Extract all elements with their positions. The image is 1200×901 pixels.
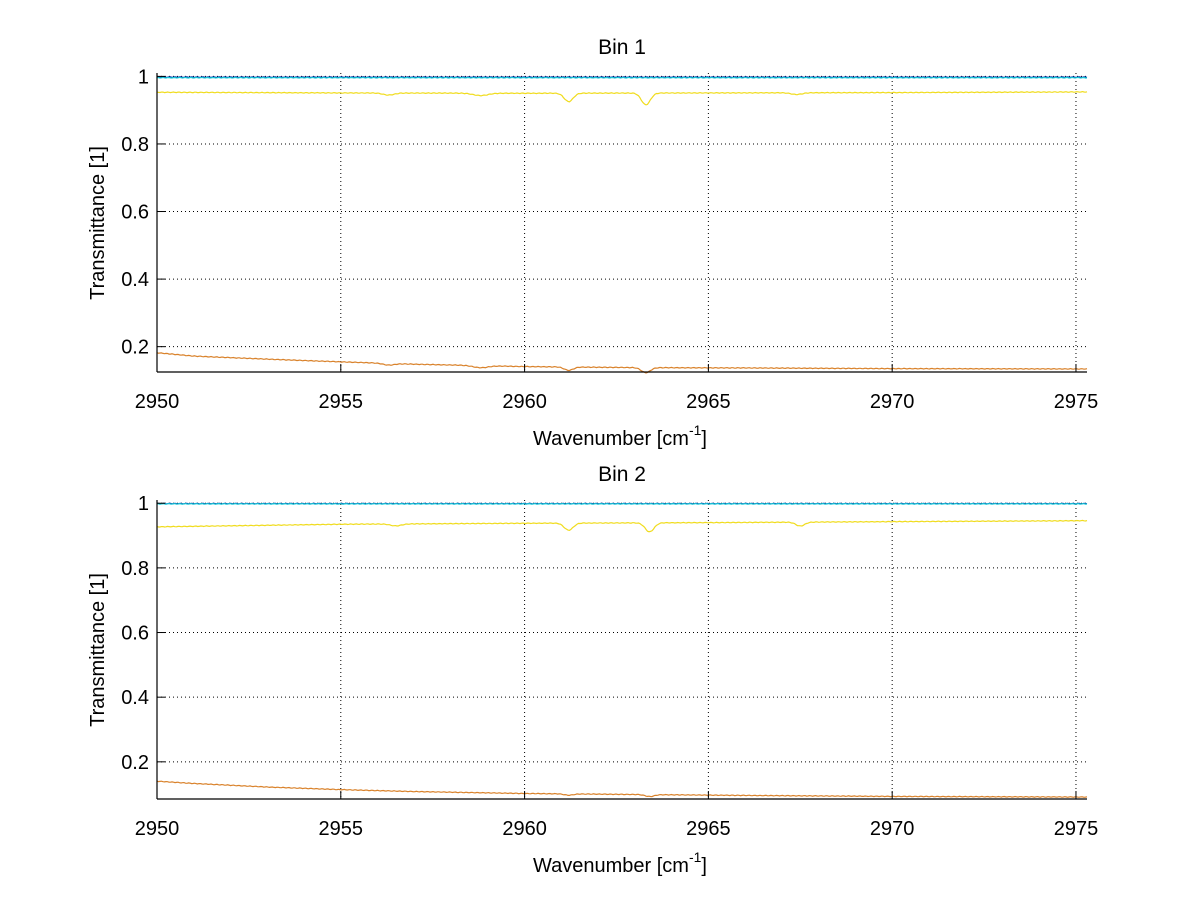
x-tick-label: 2970 — [870, 391, 915, 413]
y-tick-label: 1 — [138, 66, 149, 88]
x-axis-label: Wavenumber [cm-1] — [533, 422, 707, 450]
chart-bin-2: 2950 2955 2960 2965 2970 2975 0.2 0.4 0.6 0.8 1 Bin… — [87, 463, 1098, 877]
y-tick-label: 0.6 — [121, 202, 149, 224]
x-axis-label-superscript: -1 — [689, 849, 702, 865]
x-tick-label: 2960 — [502, 818, 547, 840]
y-axis-label: Transmittance [1] — [87, 146, 109, 300]
y-tick-label: 0.6 — [121, 623, 149, 645]
chart-title: Bin 1 — [598, 36, 646, 59]
y-tick-label: 0.8 — [121, 558, 149, 580]
x-tick-label: 2975 — [1054, 818, 1099, 840]
x-tick-label: 2975 — [1054, 391, 1099, 413]
y-tick-label: 0.2 — [121, 752, 149, 774]
x-tick-label: 2960 — [502, 391, 547, 413]
x-tick-label: 2950 — [135, 391, 180, 413]
y-axis-label: Transmittance [1] — [87, 573, 109, 727]
y-tick-label: 0.2 — [121, 337, 149, 359]
x-axis-label: Wavenumber [cm-1] — [533, 849, 707, 877]
x-tick-label: 2955 — [319, 391, 364, 413]
x-axis-label-superscript: -1 — [689, 422, 702, 438]
y-tick-label: 0.4 — [121, 687, 149, 709]
x-axis-label-main: Wavenumber [cm — [533, 855, 689, 877]
series-line-3 — [156, 519, 1088, 533]
series-line-2 — [156, 502, 1088, 505]
y-tick-label: 1 — [138, 493, 149, 515]
x-axis-label-suffix: ] — [701, 428, 707, 450]
y-tick-label: 0.8 — [121, 134, 149, 156]
x-tick-label: 2970 — [870, 818, 915, 840]
x-axis-label-suffix: ] — [701, 855, 707, 877]
series-line-3 — [156, 90, 1088, 106]
x-tick-label: 2965 — [686, 818, 731, 840]
y-tick-label: 0.4 — [121, 269, 149, 291]
x-tick-label: 2965 — [686, 391, 731, 413]
x-tick-label: 2950 — [135, 818, 180, 840]
series-line-4 — [156, 352, 1088, 374]
chart-title: Bin 2 — [598, 463, 646, 486]
x-axis-label-main: Wavenumber [cm — [533, 428, 689, 450]
series-line-4 — [156, 780, 1088, 798]
x-tick-label: 2955 — [319, 818, 364, 840]
chart-bin-1: 2950 2955 2960 2965 2970 2975 0.2 0.4 0.6 0.8 1 Bin… — [87, 36, 1098, 450]
series-line-2 — [156, 76, 1088, 79]
